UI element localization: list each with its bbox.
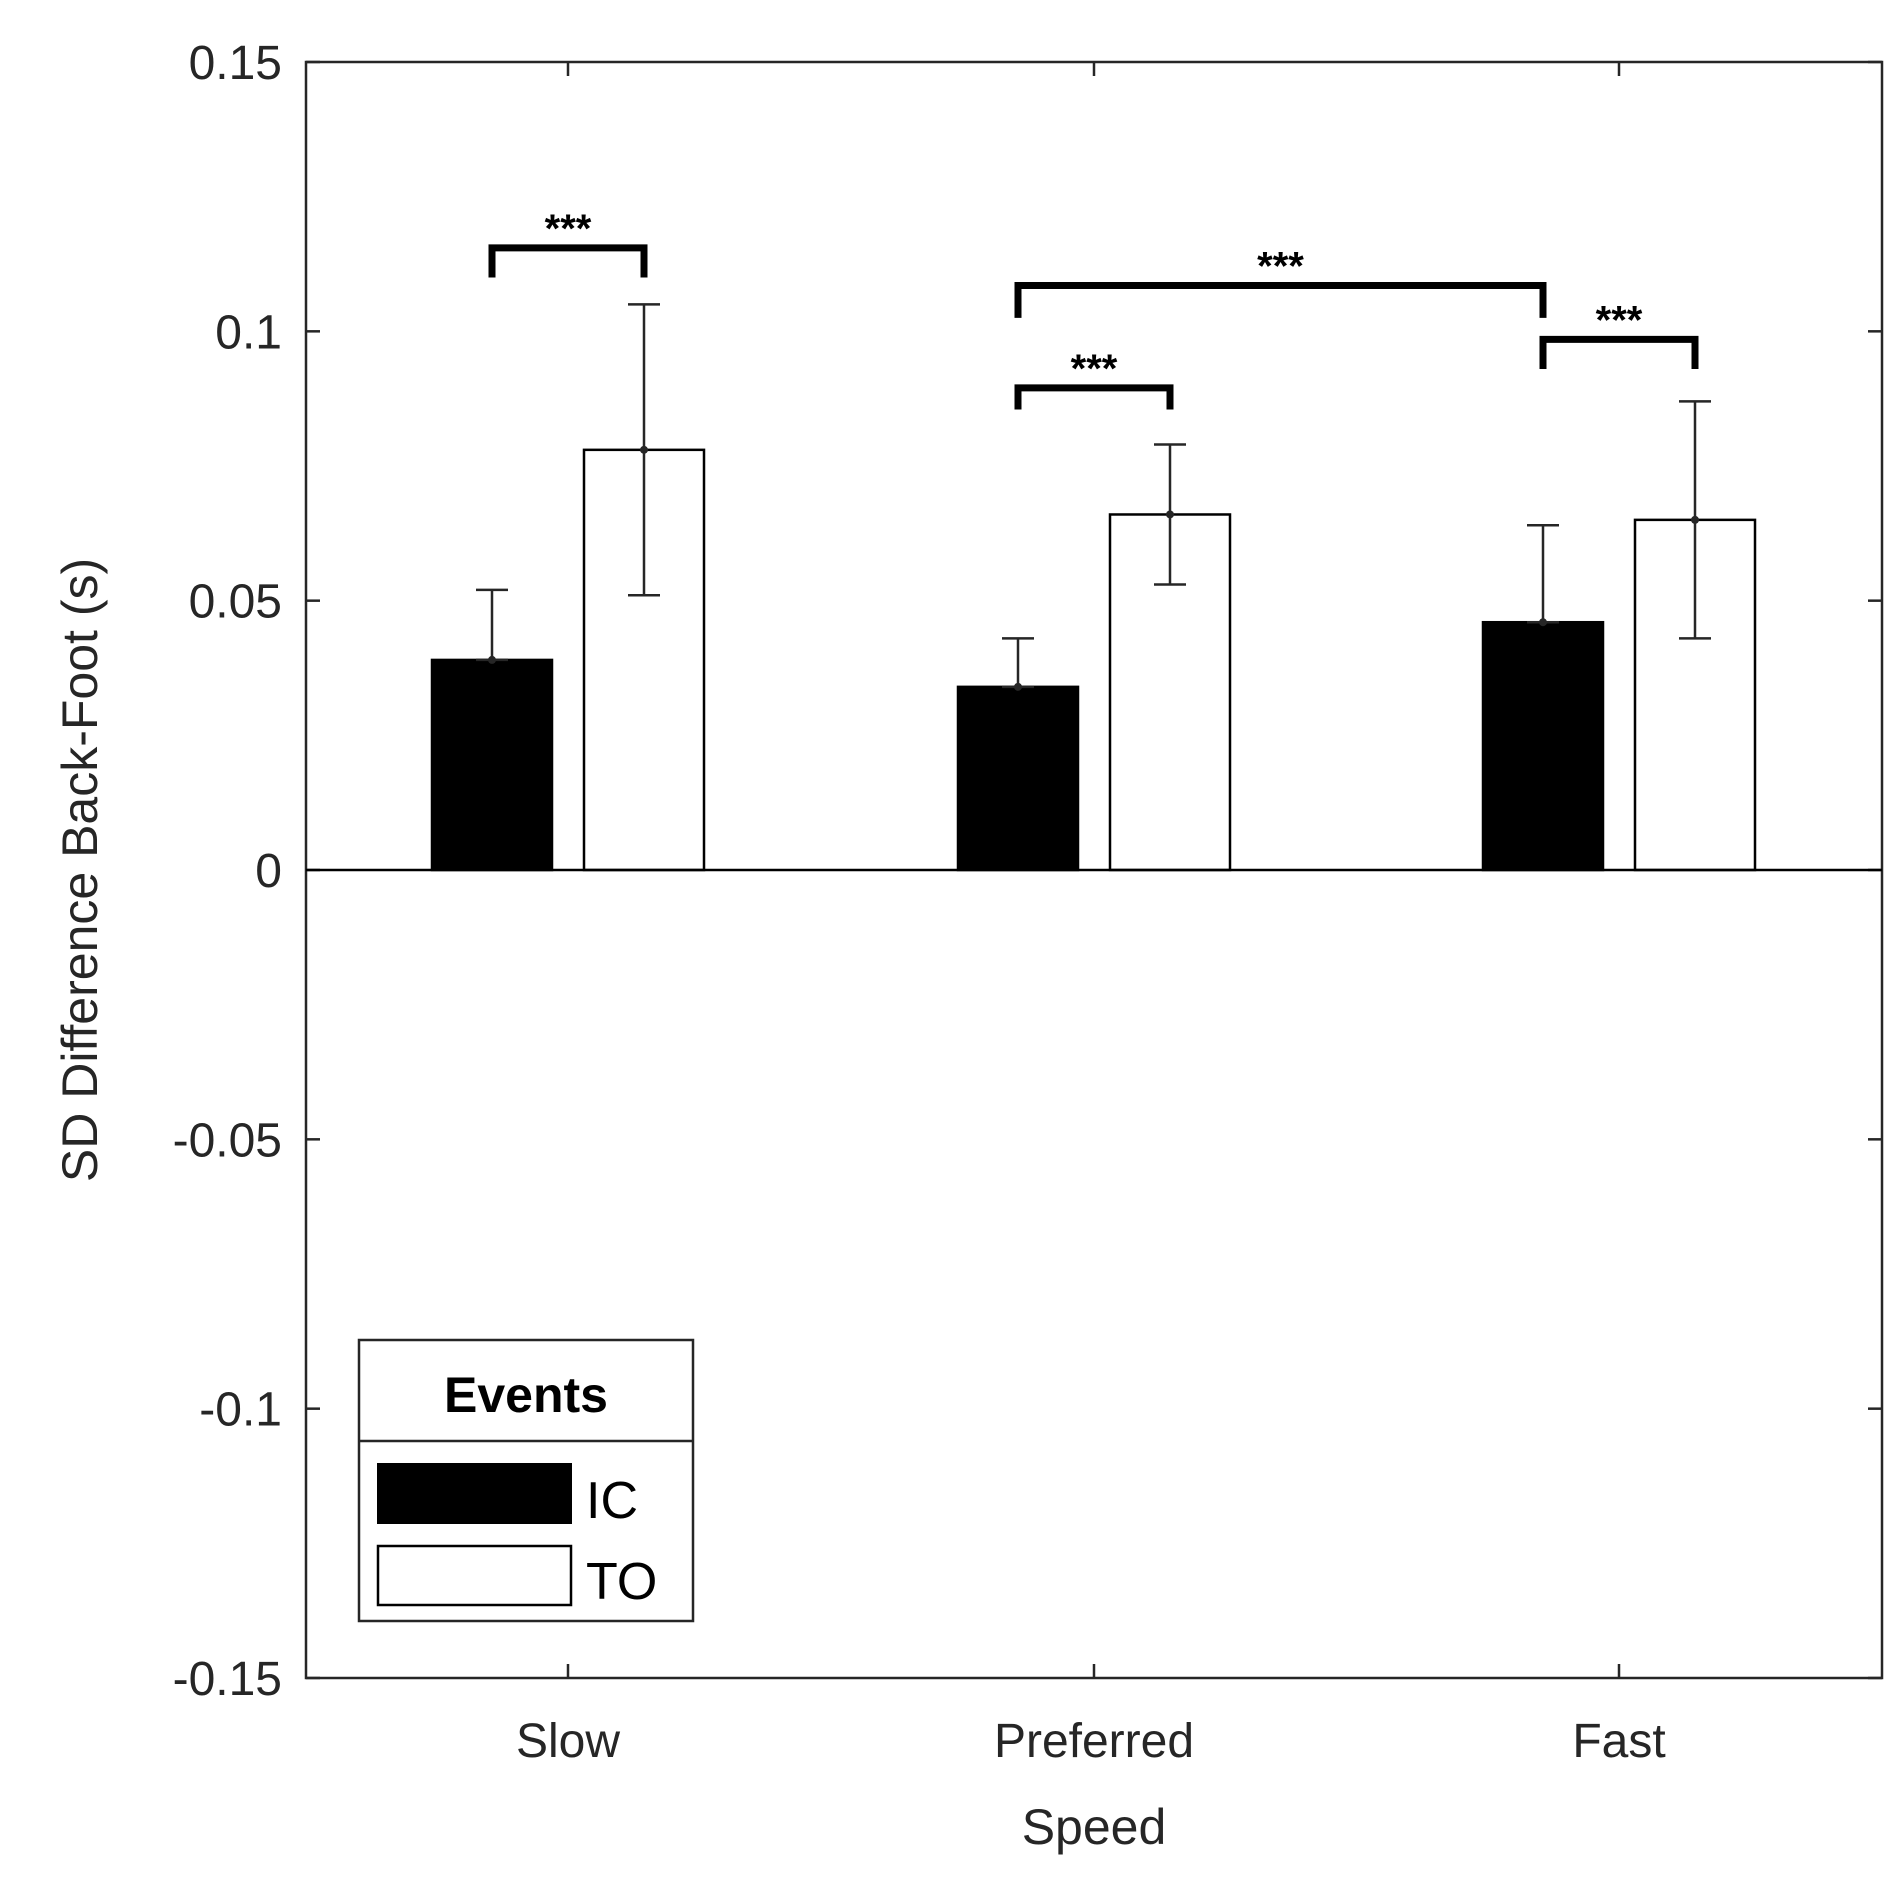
significance-label: *** <box>1257 245 1304 289</box>
y-tick-label: 0 <box>255 845 282 898</box>
error-center-dot <box>1014 682 1022 691</box>
error-bars <box>476 303 1711 691</box>
legend-label-to: TO <box>586 1553 657 1611</box>
y-tick-label: 0.1 <box>215 306 282 359</box>
bars <box>430 448 1757 872</box>
x-tick-label: Preferred <box>994 1715 1194 1768</box>
y-axis-title: SD Difference Back-Foot (s) <box>52 558 108 1182</box>
bar-to-slow <box>582 448 706 872</box>
significance-label: *** <box>1071 347 1118 391</box>
y-axis-tick-labels: 0.15 0.1 0.05 0 -0.05 -0.1 -0.15 <box>173 37 282 1706</box>
legend-swatch-ic <box>377 1463 572 1524</box>
error-center-dot <box>1539 618 1547 627</box>
legend-label-ic: IC <box>586 1472 638 1530</box>
x-axis-tick-labels: Slow Preferred Fast <box>516 1715 1666 1768</box>
significance-brackets: *** *** *** *** <box>488 207 1699 410</box>
x-axis-title: Speed <box>1022 1799 1167 1855</box>
significance-bracket <box>488 244 648 278</box>
error-center-dot <box>1691 515 1699 524</box>
significance-label: *** <box>545 207 592 251</box>
significance-label: *** <box>1596 298 1643 342</box>
y-tick-label: -0.05 <box>173 1114 282 1167</box>
y-tick-label: -0.1 <box>199 1384 282 1437</box>
error-center-dot <box>1166 510 1174 519</box>
error-center-dot <box>640 445 648 454</box>
bar-ic-preferred <box>956 685 1080 872</box>
legend: Events IC TO <box>357 1338 695 1623</box>
error-center-dot <box>488 655 496 664</box>
legend-swatch-to <box>376 1544 573 1607</box>
significance-bracket <box>1014 384 1174 410</box>
significance-bracket <box>1014 282 1547 318</box>
y-tick-label: 0.15 <box>189 37 282 90</box>
bar-ic-slow <box>430 658 554 872</box>
legend-title: Events <box>444 1367 608 1423</box>
x-tick-label: Fast <box>1572 1715 1665 1768</box>
significance-bracket <box>1539 335 1699 370</box>
x-tick-label: Slow <box>516 1715 620 1768</box>
y-tick-label: -0.15 <box>173 1653 282 1706</box>
y-tick-label: 0.05 <box>189 576 282 629</box>
bar-ic-fast <box>1481 620 1605 872</box>
